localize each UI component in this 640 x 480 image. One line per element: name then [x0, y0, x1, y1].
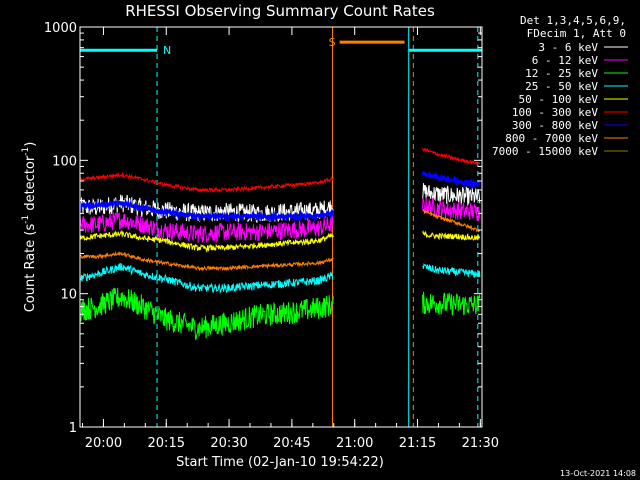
legend-label-5: 100 - 300 keV [512, 106, 598, 119]
legend-label-3: 25 - 50 keV [525, 80, 598, 93]
attenuator-label-0: N [163, 44, 171, 57]
plot-frame [79, 26, 483, 428]
y-tick-label-1: 10 [60, 288, 77, 303]
legend: Det 1,3,4,5,6,9, FDecim 1, Att 0 3 - 6 k… [492, 14, 628, 158]
timestamp: 13-Oct-2021 14:08 [560, 469, 636, 478]
series-line-6-b [421, 170, 481, 189]
series-line-1-b [422, 197, 481, 222]
x-tick-label-2: 20:30 [210, 436, 247, 451]
series-line-3-a [79, 262, 334, 294]
legend-label-4: 50 - 100 keV [519, 93, 599, 106]
attenuator-label-1: S [329, 36, 336, 49]
series-line-0-b [422, 183, 481, 206]
legend-label-8: 7000 - 15000 keV [492, 145, 598, 158]
legend-label-7: 800 - 7000 keV [505, 132, 598, 145]
chart-title: RHESSI Observing Summary Count Rates [125, 2, 435, 20]
series-line-2-b [422, 291, 481, 316]
y-axis: 1 10 100 1000 [44, 21, 482, 436]
legend-label-1: 6 - 12 keV [532, 54, 599, 67]
legend-header-line1: Det 1,3,4,5,6,9, [520, 14, 626, 27]
legend-label-0: 3 - 6 keV [538, 41, 598, 54]
legend-header-line2: FDecim 1, Att 0 [527, 27, 626, 40]
series-line-7-b [422, 208, 481, 233]
y-tick-label-3: 1000 [44, 21, 77, 36]
y-axis-title: Count Rate (s-1 detector-1) [21, 142, 38, 313]
legend-label-2: 12 - 25 keV [525, 67, 598, 80]
x-tick-label-1: 20:15 [148, 436, 185, 451]
x-tick-label-0: 20:00 [85, 436, 122, 451]
series-line-2-a [79, 287, 334, 341]
y-axis-title-sup2: -1 [21, 147, 31, 156]
x-tick-label-4: 21:00 [336, 436, 373, 451]
y-tick-label-0: 1 [69, 421, 77, 436]
x-tick-label-6: 21:30 [462, 436, 499, 451]
y-axis-title-end: ) [23, 142, 38, 147]
series-line-1-a [79, 212, 334, 244]
series-line-4-a [79, 229, 334, 253]
series-line-4-b [422, 230, 481, 241]
series-line-6-a [78, 197, 335, 223]
y-axis-title-group: Count Rate (s-1 detector-1) [21, 142, 38, 313]
x-tick-label-3: 20:45 [273, 436, 310, 451]
y-axis-title-mid: detector [23, 155, 38, 215]
series-line-5-a [79, 171, 334, 194]
plot-area: NS [78, 27, 482, 427]
y-axis-title-sup1: -1 [21, 215, 31, 224]
x-tick-label-5: 21:15 [399, 436, 436, 451]
legend-label-6: 300 - 800 keV [512, 119, 598, 132]
series-line-5-b [422, 147, 481, 165]
y-tick-label-2: 100 [52, 154, 77, 169]
x-axis-title: Start Time (02-Jan-10 19:54:22) [176, 455, 384, 470]
series-line-3-b [422, 262, 481, 279]
series-line-7-a [79, 251, 334, 272]
y-axis-title-text: Count Rate (s [23, 224, 38, 313]
x-axis: 20:00 20:15 20:30 20:45 21:00 21:15 21:30 [82, 27, 499, 451]
